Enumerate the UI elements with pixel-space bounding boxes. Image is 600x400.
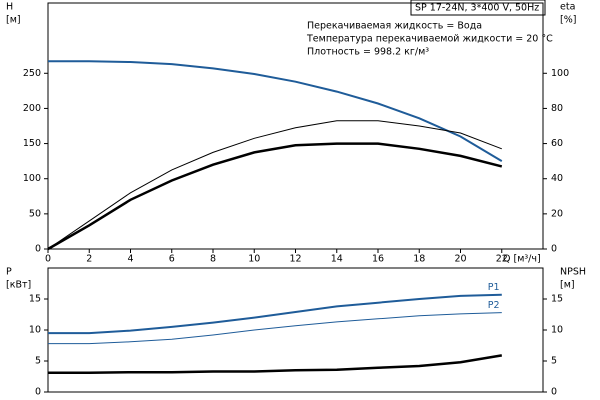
chart-title: SP 17-24N, 3*400 V, 50Hz bbox=[415, 3, 539, 14]
x-tick-label: 12 bbox=[289, 254, 301, 265]
y-tick-label: 100 bbox=[23, 173, 41, 184]
series-line bbox=[48, 354, 503, 375]
y-tick-label: 150 bbox=[23, 138, 41, 149]
series-label: P2 bbox=[488, 300, 500, 311]
y2-axis-label: [м] bbox=[560, 280, 575, 291]
series-line bbox=[48, 293, 502, 335]
x-tick-label: 0 bbox=[45, 254, 51, 265]
y2-axis-label: [%] bbox=[560, 15, 576, 26]
y-axis-label: H bbox=[6, 2, 13, 13]
y-tick-label: 200 bbox=[23, 103, 41, 114]
y-tick-label: 250 bbox=[23, 68, 41, 79]
annotation: Перекачиваемая жидкость = Вода bbox=[307, 21, 482, 32]
series-label: P1 bbox=[488, 282, 500, 293]
annotation: Плотность = 998.2 кг/м³ bbox=[307, 47, 429, 58]
series-line bbox=[48, 60, 503, 162]
y-tick-label: 15 bbox=[29, 294, 41, 305]
x-axis-label: Q [м³/ч] bbox=[503, 254, 541, 265]
y2-tick-label: 0 bbox=[551, 387, 557, 398]
y2-tick-label: 5 bbox=[551, 356, 557, 367]
y2-tick-label: 15 bbox=[551, 294, 563, 305]
y-axis-label: [м] bbox=[6, 15, 21, 26]
annotation: Температура перекачиваемой жидкости = 20… bbox=[306, 34, 553, 45]
series-line bbox=[48, 312, 502, 345]
y2-axis-label: NPSH bbox=[560, 267, 586, 278]
x-tick-label: 4 bbox=[127, 254, 133, 265]
y2-tick-label: 80 bbox=[551, 103, 563, 114]
y-tick-label: 10 bbox=[29, 325, 41, 336]
series-line bbox=[47, 142, 503, 251]
x-tick-label: 6 bbox=[169, 254, 175, 265]
y-axis-label: [кВт] bbox=[6, 280, 31, 291]
y2-axis-label: eta bbox=[560, 2, 575, 13]
x-tick-label: 10 bbox=[248, 254, 260, 265]
y-tick-label: 0 bbox=[35, 244, 41, 255]
x-tick-label: 20 bbox=[454, 254, 466, 265]
y2-tick-label: 40 bbox=[551, 173, 563, 184]
y-axis-label: P bbox=[6, 267, 12, 278]
series-line bbox=[47, 120, 502, 250]
y-tick-label: 50 bbox=[29, 208, 41, 219]
y2-tick-label: 20 bbox=[551, 208, 563, 219]
y2-tick-label: 0 bbox=[551, 244, 557, 255]
x-tick-label: 8 bbox=[210, 254, 216, 265]
x-tick-label: 18 bbox=[413, 254, 425, 265]
x-tick-label: 16 bbox=[372, 254, 384, 265]
x-tick-label: 2 bbox=[86, 254, 92, 265]
y-tick-label: 5 bbox=[35, 356, 41, 367]
x-tick-label: 22 bbox=[496, 254, 508, 265]
y2-tick-label: 10 bbox=[551, 325, 563, 336]
y-tick-label: 0 bbox=[35, 387, 41, 398]
y2-tick-label: 60 bbox=[551, 138, 563, 149]
y2-tick-label: 100 bbox=[551, 68, 569, 79]
title-box bbox=[410, 0, 546, 16]
x-tick-label: 14 bbox=[331, 254, 343, 265]
